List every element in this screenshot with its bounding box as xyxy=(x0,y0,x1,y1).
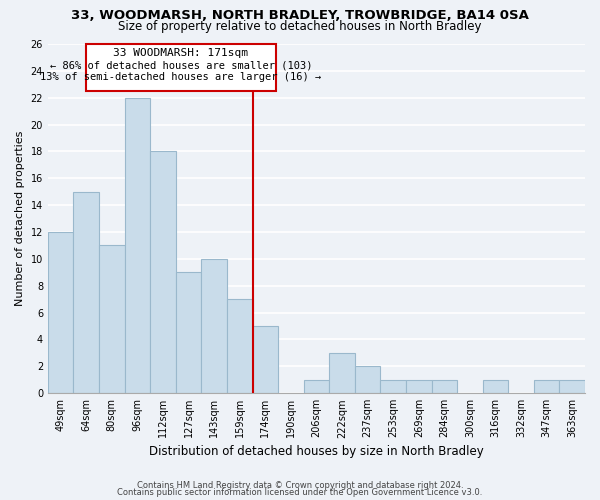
FancyBboxPatch shape xyxy=(86,44,275,91)
Bar xyxy=(202,259,227,393)
Bar xyxy=(227,299,253,393)
Bar xyxy=(380,380,406,393)
Bar xyxy=(99,246,125,393)
Text: Contains HM Land Registry data © Crown copyright and database right 2024.: Contains HM Land Registry data © Crown c… xyxy=(137,481,463,490)
Bar xyxy=(534,380,559,393)
Bar xyxy=(253,326,278,393)
Bar xyxy=(431,380,457,393)
Bar xyxy=(125,98,150,393)
Bar xyxy=(73,192,99,393)
Bar xyxy=(176,272,202,393)
Bar xyxy=(355,366,380,393)
Bar xyxy=(482,380,508,393)
Text: ← 86% of detached houses are smaller (103): ← 86% of detached houses are smaller (10… xyxy=(50,60,312,70)
Y-axis label: Number of detached properties: Number of detached properties xyxy=(15,131,25,306)
Bar xyxy=(150,152,176,393)
Bar xyxy=(304,380,329,393)
Text: 33 WOODMARSH: 171sqm: 33 WOODMARSH: 171sqm xyxy=(113,48,248,58)
Bar xyxy=(329,353,355,393)
Text: 13% of semi-detached houses are larger (16) →: 13% of semi-detached houses are larger (… xyxy=(40,72,322,82)
Text: Size of property relative to detached houses in North Bradley: Size of property relative to detached ho… xyxy=(118,20,482,33)
X-axis label: Distribution of detached houses by size in North Bradley: Distribution of detached houses by size … xyxy=(149,444,484,458)
Bar xyxy=(559,380,585,393)
Bar xyxy=(48,232,73,393)
Bar xyxy=(406,380,431,393)
Text: 33, WOODMARSH, NORTH BRADLEY, TROWBRIDGE, BA14 0SA: 33, WOODMARSH, NORTH BRADLEY, TROWBRIDGE… xyxy=(71,9,529,22)
Text: Contains public sector information licensed under the Open Government Licence v3: Contains public sector information licen… xyxy=(118,488,482,497)
